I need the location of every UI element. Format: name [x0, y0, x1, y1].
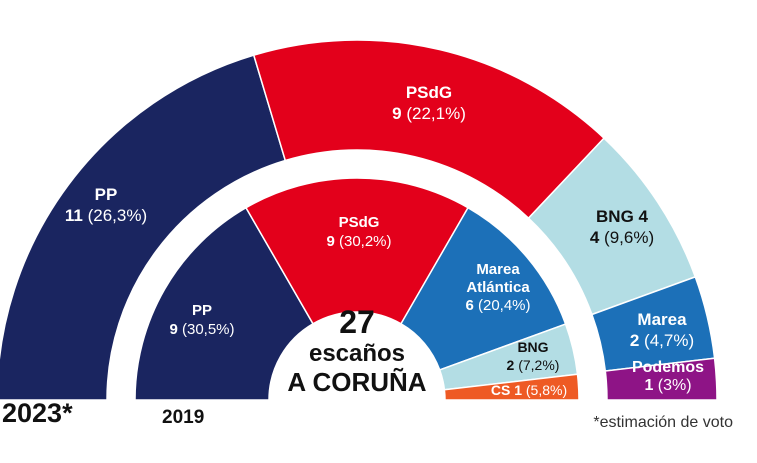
label-2023-psdg: PSdG 9 (22,1%)	[392, 83, 466, 123]
label-2023-bng-4-value: 4 (9,6%)	[590, 228, 654, 247]
segment-labels: PP 11 (26,3%) PSdG 9 (22,1%) BNG 4 4 (9,6%) Ma…	[65, 83, 704, 398]
segment-2019-marea-atl-ntica	[399, 206, 567, 371]
label-2019-marea-atl-ntica-name-1: Atlántica	[466, 279, 530, 296]
segment-2019-pp	[134, 206, 315, 401]
year-label-2019: 2019	[162, 407, 205, 428]
label-2019-psdg-name-0: PSdG	[339, 214, 380, 231]
label-2019-pp: PP 9 (30,5%)	[169, 302, 234, 338]
segment-2023-podemos	[604, 357, 718, 401]
label-2023-bng-4-name-0: BNG 4	[596, 207, 649, 226]
center-seats-word: escaños	[309, 340, 405, 367]
label-2019-pp-value: 9 (30,5%)	[169, 321, 234, 338]
label-2019-marea-atl-ntica-name-0: Marea	[476, 261, 520, 278]
outer-ring-2023	[0, 39, 718, 401]
label-2023-pp-name-0: PP	[95, 185, 118, 204]
label-2023-marea: Marea 2 (4,7%)	[630, 310, 694, 350]
segment-2019-cs	[443, 373, 580, 401]
footnote: *estimación de voto	[593, 414, 733, 431]
label-2023-marea-value: 2 (4,7%)	[630, 331, 694, 350]
center-text: 27 escaños A CORUÑA	[287, 304, 426, 397]
inner-ring-2019	[134, 177, 580, 401]
label-2019-psdg: PSdG 9 (30,2%)	[326, 214, 391, 250]
label-2023-podemos-name-0: Podemos	[632, 359, 704, 376]
label-2019-bng: BNG 2 (7,2%)	[507, 339, 560, 373]
label-2023-podemos-value: 1 (3%)	[644, 377, 691, 394]
label-2019-bng-value: 2 (7,2%)	[507, 357, 560, 373]
label-2019-cs-text: CS 1 (5,8%)	[491, 382, 567, 398]
center-seats-number: 27	[339, 304, 375, 340]
label-2023-bng-4: BNG 4 4 (9,6%)	[590, 207, 654, 247]
label-2019-pp-name-0: PP	[192, 302, 212, 319]
label-2023-psdg-name-0: PSdG	[406, 83, 452, 102]
segment-2023-pp	[0, 54, 287, 401]
label-2023-pp-value: 11 (26,3%)	[65, 206, 147, 225]
year-label-2023: 2023*	[2, 398, 73, 428]
label-2023-psdg-value: 9 (22,1%)	[392, 104, 466, 123]
center-city: A CORUÑA	[287, 367, 426, 397]
label-2019-cs: CS 1 (5,8%)	[491, 382, 567, 398]
segment-2019-psdg	[244, 177, 470, 325]
label-2023-pp: PP 11 (26,3%)	[65, 185, 147, 225]
label-2019-marea-atl-ntica-value: 6 (20,4%)	[465, 297, 530, 314]
label-2023-marea-name-0: Marea	[637, 310, 687, 329]
label-2019-psdg-value: 9 (30,2%)	[326, 233, 391, 250]
label-2019-bng-name-0: BNG	[517, 339, 548, 355]
